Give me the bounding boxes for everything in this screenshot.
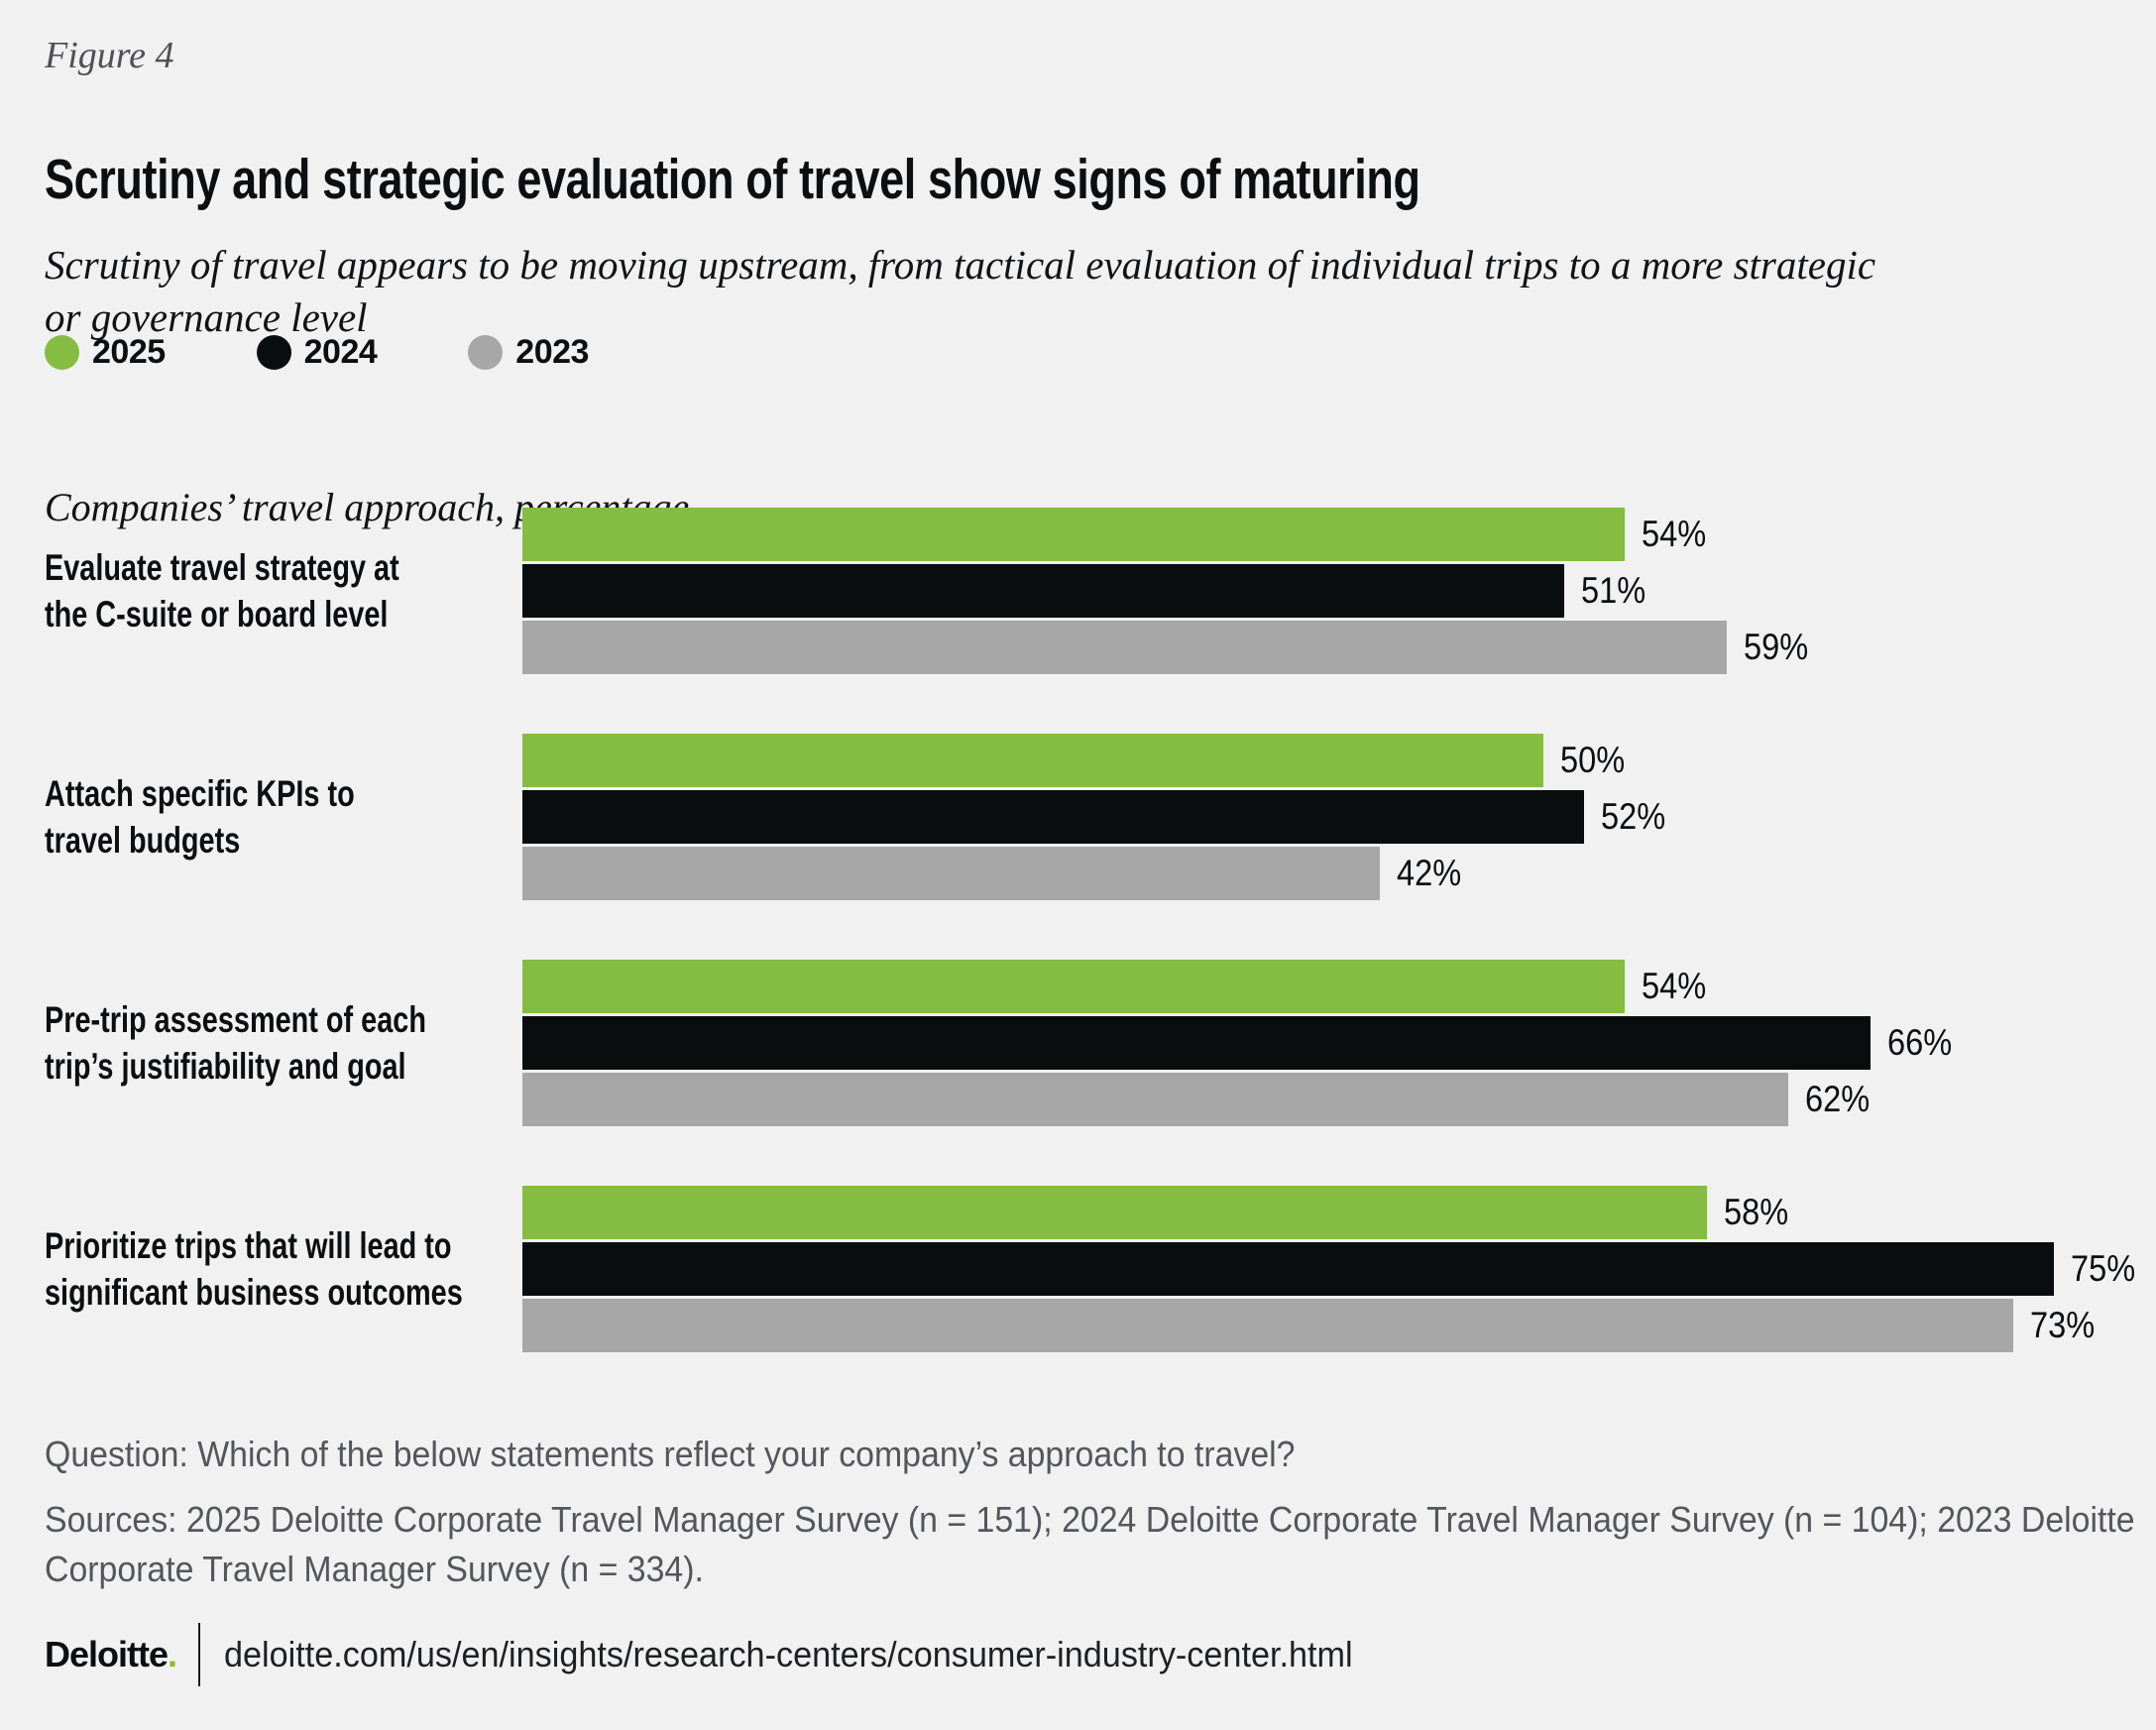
bar-2025 <box>522 960 1625 1013</box>
logo-text: Deloitte <box>45 1634 169 1674</box>
category-label: Evaluate travel strategy at the C-suite … <box>45 547 399 634</box>
value-label: 52% <box>1601 796 1666 837</box>
value-label: 42% <box>1397 853 1462 893</box>
legend-dot-icon <box>45 335 79 370</box>
figure-label: Figure 4 <box>45 35 174 76</box>
bar-stack: 54% 51% 59% <box>522 508 2156 674</box>
category-label: Pre-trip assessment of each trip’s justi… <box>45 999 426 1087</box>
sources-text: Sources: 2025 Deloitte Corporate Travel … <box>45 1499 2135 1589</box>
legend-label: 2023 <box>515 333 589 371</box>
category-label: Prioritize trips that will lead to signi… <box>45 1225 463 1313</box>
category-label-wrap: Pre-trip assessment of each trip’s justi… <box>45 960 522 1126</box>
footer-url: deloitte.com/us/en/insights/research-cen… <box>224 1634 1353 1674</box>
value-label: 58% <box>1724 1192 1789 1232</box>
bar-2024 <box>522 790 1584 844</box>
bar-2024 <box>522 1016 1871 1070</box>
divider-rule <box>198 1623 201 1686</box>
bar-row-2025: 50% <box>522 734 2156 787</box>
bar-row-2024: 51% <box>522 564 2156 618</box>
bar-row-2023: 59% <box>522 621 2156 674</box>
bar-stack: 58% 75% 73% <box>522 1186 2156 1352</box>
bar-2023 <box>522 1073 1788 1126</box>
deloitte-logo: Deloitte. <box>45 1634 177 1675</box>
category-label-wrap: Evaluate travel strategy at the C-suite … <box>45 508 522 674</box>
value-label: 50% <box>1560 740 1626 780</box>
value-label: 73% <box>2030 1305 2096 1345</box>
legend-item-2025: 2025 <box>45 333 166 372</box>
bar-row-2025: 58% <box>522 1186 2156 1239</box>
category-label-wrap: Attach specific KPIs to travel budgets <box>45 734 522 900</box>
bar-row-2024: 66% <box>522 1016 2156 1070</box>
legend-dot-icon <box>256 335 291 370</box>
legend: 2025 2024 2023 <box>45 333 680 372</box>
value-label: 54% <box>1642 514 1707 554</box>
bar-row-2024: 75% <box>522 1242 2156 1296</box>
logo-green-dot: . <box>168 1634 177 1674</box>
value-label: 62% <box>1805 1079 1871 1119</box>
bar-2023 <box>522 847 1380 900</box>
legend-item-2023: 2023 <box>468 333 589 372</box>
bar-2024 <box>522 1242 2054 1296</box>
category-label-wrap: Prioritize trips that will lead to signi… <box>45 1186 522 1352</box>
value-label: 66% <box>1887 1022 1953 1063</box>
legend-label: 2025 <box>92 333 166 371</box>
chart-group: Evaluate travel strategy at the C-suite … <box>45 508 2156 674</box>
bar-chart: Evaluate travel strategy at the C-suite … <box>45 508 2156 1352</box>
bar-row-2024: 52% <box>522 790 2156 844</box>
chart-group: Prioritize trips that will lead to signi… <box>45 1186 2156 1352</box>
footnotes: Question: Which of the below statements … <box>45 1430 2156 1610</box>
bar-row-2023: 42% <box>522 847 2156 900</box>
chart-group: Attach specific KPIs to travel budgets 50… <box>45 734 2156 900</box>
category-label: Attach specific KPIs to travel budgets <box>45 773 355 861</box>
legend-item-2024: 2024 <box>256 333 378 372</box>
value-label: 59% <box>1744 627 1809 667</box>
legend-dot-icon <box>468 335 504 370</box>
bar-2023 <box>522 1299 2013 1352</box>
legend-label: 2024 <box>303 333 378 371</box>
question-text: Question: Which of the below statements … <box>45 1434 1296 1474</box>
bar-2025 <box>522 734 1543 787</box>
bar-row-2025: 54% <box>522 508 2156 561</box>
bar-2025 <box>522 508 1625 561</box>
value-label: 75% <box>2071 1248 2136 1289</box>
bar-2023 <box>522 621 1727 674</box>
bar-2024 <box>522 564 1564 618</box>
bar-row-2023: 73% <box>522 1299 2156 1352</box>
bar-row-2025: 54% <box>522 960 2156 1013</box>
bar-row-2023: 62% <box>522 1073 2156 1126</box>
figure-title: Scrutiny and strategic evaluation of tra… <box>45 148 1420 212</box>
chart-group: Pre-trip assessment of each trip’s justi… <box>45 960 2156 1126</box>
figure-subtitle: Scrutiny of travel appears to be moving … <box>45 242 1876 340</box>
value-label: 51% <box>1581 570 1646 611</box>
bar-stack: 54% 66% 62% <box>522 960 2156 1126</box>
brand-bar: Deloitte. deloitte.com/us/en/insights/re… <box>45 1622 1413 1687</box>
value-label: 54% <box>1642 966 1707 1006</box>
bar-stack: 50% 52% 42% <box>522 734 2156 900</box>
bar-2025 <box>522 1186 1707 1239</box>
